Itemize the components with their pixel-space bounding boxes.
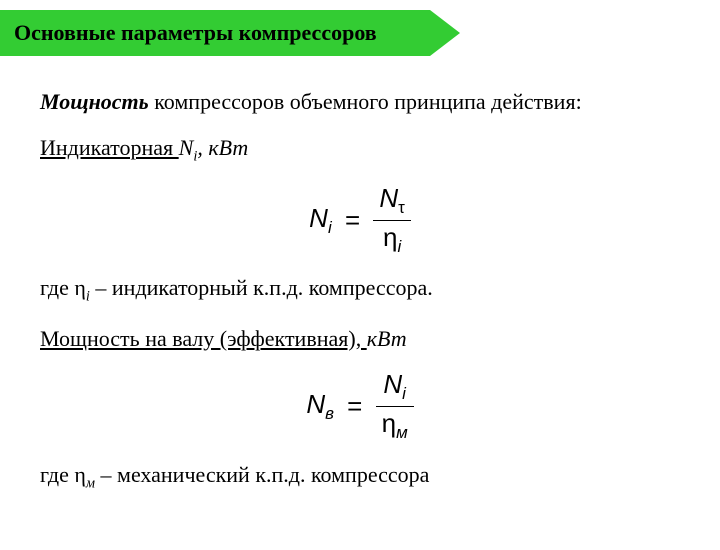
power-rest: компрессоров объемного принципа действия…	[149, 89, 582, 114]
formula-indicator: Ni = Nτ ηi	[40, 184, 680, 257]
indicator-unit: , кВт	[197, 135, 248, 160]
shaft-label: Мощность на валу (эффективная), кВт	[40, 325, 680, 353]
power-intro: Мощность компрессоров объемного принципа…	[40, 88, 680, 116]
equals-icon: =	[339, 204, 366, 237]
where2-eta-sub: м	[86, 475, 95, 491]
where-shaft: где ηм – механический к.п.д. компрессора	[40, 461, 680, 493]
power-word: Мощность	[40, 89, 149, 114]
f2-lhs-N: N	[306, 389, 325, 419]
f1-den-sub: i	[397, 237, 401, 256]
f2-lhs-sub: в	[325, 404, 334, 423]
indicator-label: Индикаторная Ni, кВт	[40, 134, 680, 166]
where2-prefix: где	[40, 462, 74, 487]
formula-shaft: Nв = Ni ηм	[40, 370, 680, 443]
indicator-symbol: N	[179, 135, 194, 160]
where-indicator: где ηi – индикаторный к.п.д. компрессора…	[40, 274, 680, 306]
where1-prefix: где	[40, 275, 74, 300]
indicator-underline: Индикаторная	[40, 135, 179, 160]
banner-title: Основные параметры компрессоров	[14, 10, 377, 56]
shaft-unit: кВт	[367, 326, 407, 351]
f2-num-N: N	[383, 369, 402, 399]
f1-num-N: N	[379, 183, 398, 213]
where1-rest: – индикаторный к.п.д. компрессора.	[90, 275, 433, 300]
equals-icon: =	[341, 390, 368, 423]
f1-den-eta: η	[383, 222, 397, 252]
title-banner: Основные параметры компрессоров	[0, 10, 460, 56]
f2-den-sub: м	[396, 423, 408, 442]
f1-fraction: Nτ ηi	[373, 184, 410, 257]
where2-rest: – механический к.п.д. компрессора	[95, 462, 429, 487]
f2-num-sub: i	[402, 384, 406, 403]
f1-lhs-N: N	[309, 203, 328, 233]
f2-fraction: Ni ηм	[376, 370, 414, 443]
f1-lhs-sub: i	[328, 218, 332, 237]
where1-eta: η	[74, 275, 86, 300]
shaft-underline: Мощность на валу (эффективная),	[40, 326, 367, 351]
content-body: Мощность компрессоров объемного принципа…	[40, 88, 680, 493]
f2-den-eta: η	[382, 408, 396, 438]
where2-eta: η	[74, 462, 86, 487]
f1-num-sub: τ	[398, 198, 405, 217]
